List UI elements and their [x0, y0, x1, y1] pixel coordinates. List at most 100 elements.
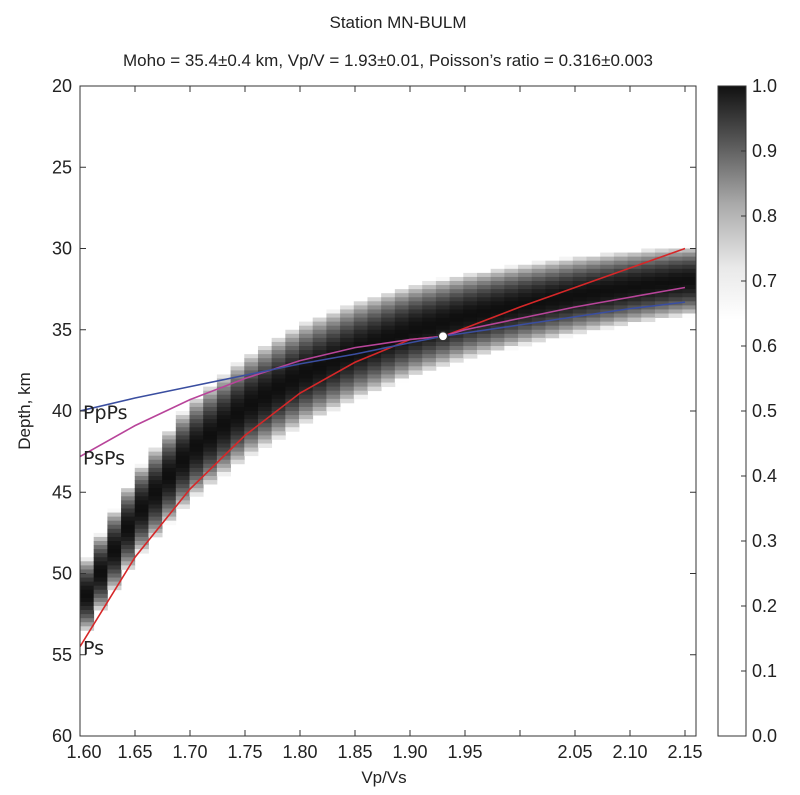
- heatmap-cell: [134, 463, 149, 469]
- heatmap-cell: [340, 341, 355, 347]
- heatmap-cell: [175, 476, 190, 481]
- heatmap-cell: [175, 431, 190, 436]
- heatmap-cell: [189, 459, 204, 465]
- colorbar-tick-label: 0.2: [752, 596, 777, 616]
- heatmap-cell: [148, 484, 163, 489]
- heatmap-cell: [203, 455, 218, 461]
- heatmap-cell: [134, 541, 149, 546]
- heatmap-cell: [518, 333, 533, 339]
- heatmap-cell: [449, 337, 464, 343]
- heatmap-cell: [203, 476, 218, 481]
- heatmap-cell: [531, 321, 546, 327]
- heatmap-column: [504, 264, 519, 351]
- heatmap-cell: [422, 362, 437, 367]
- heatmap-cell: [518, 305, 533, 310]
- heatmap-cell: [504, 337, 519, 343]
- heatmap-cell: [559, 272, 574, 278]
- heatmap-cell: [93, 589, 108, 595]
- heatmap-cell: [367, 366, 382, 371]
- heatmap-cell: [654, 281, 670, 286]
- heatmap-cell: [244, 447, 259, 453]
- heatmap-cell: [148, 532, 163, 538]
- heatmap-cell: [367, 325, 382, 331]
- label-ppps: PpPs: [83, 402, 128, 424]
- heatmap-cell: [162, 508, 177, 513]
- heatmap-cell: [244, 394, 259, 400]
- heatmap-cell: [545, 289, 560, 294]
- heatmap-cell: [463, 289, 478, 294]
- heatmap-cell: [244, 366, 259, 371]
- heatmap-cell: [668, 276, 683, 282]
- heatmap-cell: [189, 406, 204, 412]
- heatmap-cell: [394, 317, 409, 323]
- heatmap-cell: [422, 305, 437, 310]
- heatmap-cell: [162, 447, 177, 453]
- heatmap-cell: [381, 301, 396, 306]
- heatmap-cell: [326, 386, 341, 392]
- heatmap-column: [189, 398, 204, 497]
- heatmap-cell: [134, 504, 149, 509]
- heatmap-cell: [353, 305, 368, 310]
- heatmap-cell: [162, 488, 177, 493]
- heatmap-cell: [504, 293, 519, 298]
- colorbar-tick-label: 0.9: [752, 141, 777, 161]
- heatmap-cell: [189, 419, 204, 424]
- heatmap-cell: [600, 325, 615, 331]
- heatmap-cell: [394, 358, 409, 363]
- heatmap-cell: [299, 337, 314, 343]
- heatmap-cell: [545, 301, 560, 306]
- heatmap-cell: [162, 516, 177, 522]
- heatmap-cell: [271, 427, 286, 432]
- heatmap-cell: [518, 313, 533, 318]
- heatmap-column: [257, 346, 273, 448]
- heatmap-cell: [600, 317, 615, 323]
- heatmap-cell: [545, 297, 560, 302]
- heatmap-column: [394, 289, 409, 383]
- heatmap-cell: [668, 297, 683, 302]
- heatmap-cell: [422, 317, 437, 323]
- heatmap-cell: [559, 268, 574, 274]
- heatmap-cell: [531, 260, 546, 266]
- heatmap-cell: [353, 382, 368, 388]
- heatmap-cell: [299, 358, 314, 363]
- heatmap-cell: [93, 561, 108, 566]
- heatmap-cell: [244, 382, 259, 388]
- heatmap-cell: [230, 394, 245, 400]
- heatmap-cell: [572, 325, 587, 331]
- heatmap-cell: [627, 260, 642, 266]
- heatmap-column: [682, 244, 696, 318]
- heatmap-cell: [682, 264, 696, 270]
- colorbar-ticks: 0.0 0.1 0.2 0.3 0.4 0.5 0.6 0.7 0.8 0.9 1.0: [741, 76, 777, 746]
- heatmap-cell: [367, 386, 382, 392]
- heatmap-cell: [654, 272, 670, 278]
- heatmap-cell: [682, 309, 696, 314]
- colorbar-tick-label: 0.7: [752, 271, 777, 291]
- heatmap-cell: [353, 309, 368, 314]
- heatmap-cell: [381, 374, 396, 379]
- heatmap-cell: [230, 390, 245, 396]
- heatmap-cell: [449, 309, 464, 314]
- heatmap-cell: [299, 415, 314, 420]
- x-tick-label: 1.90: [392, 742, 427, 762]
- heatmap-cell: [367, 350, 382, 355]
- heatmap-cell: [559, 293, 574, 298]
- heatmap-cell: [586, 281, 601, 286]
- heatmap-cell: [189, 435, 204, 440]
- colorbar-tick-label: 1.0: [752, 76, 777, 96]
- heatmap-cell: [299, 325, 314, 331]
- heatmap-cell: [162, 443, 177, 448]
- heatmap-cell: [271, 390, 286, 396]
- heatmap-cell: [299, 370, 314, 375]
- heatmap-cell: [572, 281, 587, 286]
- heatmap-cell: [93, 593, 108, 599]
- heatmap-cell: [326, 309, 341, 314]
- heatmap-column: [572, 256, 587, 335]
- heatmap-cell: [121, 488, 136, 493]
- heatmap-cell: [175, 427, 190, 432]
- heatmap-cell: [285, 415, 300, 420]
- heatmap-cell: [244, 398, 259, 404]
- heatmap-cell: [408, 289, 423, 294]
- heatmap-cell: [93, 606, 108, 611]
- heatmap-cell: [394, 350, 409, 355]
- heatmap-cell: [518, 285, 533, 290]
